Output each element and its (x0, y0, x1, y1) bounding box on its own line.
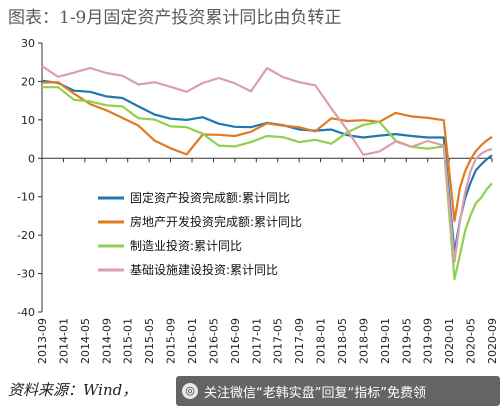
source-note: 资料来源：Wind， (8, 381, 138, 399)
x-tick-label: 2017-09 (293, 318, 306, 364)
x-tick-label: 2015-01 (122, 318, 135, 364)
x-tick-label: 2016-05 (207, 318, 220, 364)
watermark-text: 关注微信“老韩实盘”回复“指标”免费领 (204, 386, 426, 401)
x-tick-label: 2017-05 (272, 318, 285, 364)
watermark-banner: ◎ 关注微信“老韩实盘”回复“指标”免费领 (176, 376, 500, 406)
x-tick-label: 2016-09 (229, 318, 242, 364)
series-layer (41, 65, 493, 281)
y-tick-label: -40 (17, 306, 35, 319)
x-tick-label: 2015-09 (165, 318, 178, 364)
x-tick-label: 2019-01 (379, 318, 392, 364)
x-tick-label: 2016-01 (186, 318, 199, 364)
y-tick-label: -20 (17, 229, 35, 242)
chart-legend: 固定资产投资完成额:累计同比房地产开发投资完成额:累计同比制造业投资:累计同比基… (98, 190, 302, 277)
x-tick-label: 2014-05 (79, 318, 92, 364)
y-tick-label: -10 (17, 191, 35, 204)
wechat-icon: ◎ (182, 383, 198, 399)
chart-title-bar: 图表：1-9月固定资产投资累计同比由负转正 (0, 0, 500, 31)
series-line-3 (42, 86, 493, 281)
x-tick-label: 2019-05 (400, 318, 413, 364)
x-tick-label: 2019-09 (422, 318, 435, 364)
line-chart: -40 -30 -20 -10 0 10 20 30 2013-09 2014-01 2014-05… (17, 37, 499, 364)
x-tick-label: 2020-01 (443, 318, 456, 364)
legend-label-1: 固定资产投资完成额:累计同比 (130, 190, 290, 205)
x-tick-label: 2020-09 (486, 318, 499, 364)
x-tick-label: 2017-01 (250, 318, 263, 364)
legend-label-2: 房地产开发投资完成额:累计同比 (130, 214, 302, 229)
x-tick-label: 2014-09 (100, 318, 113, 364)
y-tick-label: 10 (21, 114, 35, 127)
x-tick-label: 2018-01 (315, 318, 328, 364)
x-tick-label: 2014-01 (57, 318, 70, 364)
chart-title: 图表：1-9月固定资产投资累计同比由负转正 (8, 8, 342, 28)
y-tick-label: -30 (17, 268, 35, 281)
series-line-2 (41, 81, 493, 222)
y-tick-label: 0 (28, 152, 35, 165)
series-line-4 (41, 65, 493, 263)
legend-label-3: 制造业投资:累计同比 (130, 238, 242, 253)
x-tick-label: 2018-05 (336, 318, 349, 364)
x-tick-label: 2020-05 (465, 318, 478, 364)
chart-axes: -40 -30 -20 -10 0 10 20 30 2013-09 2014-01 2014-05… (17, 37, 499, 364)
y-tick-label: 20 (21, 75, 35, 88)
y-tick-label: 30 (21, 37, 35, 50)
x-tick-label: 2013-09 (36, 318, 49, 364)
x-tick-label: 2018-09 (357, 318, 370, 364)
legend-label-4: 基础设施建设投资:累计同比 (130, 262, 278, 277)
x-tick-label: 2015-05 (143, 318, 156, 364)
